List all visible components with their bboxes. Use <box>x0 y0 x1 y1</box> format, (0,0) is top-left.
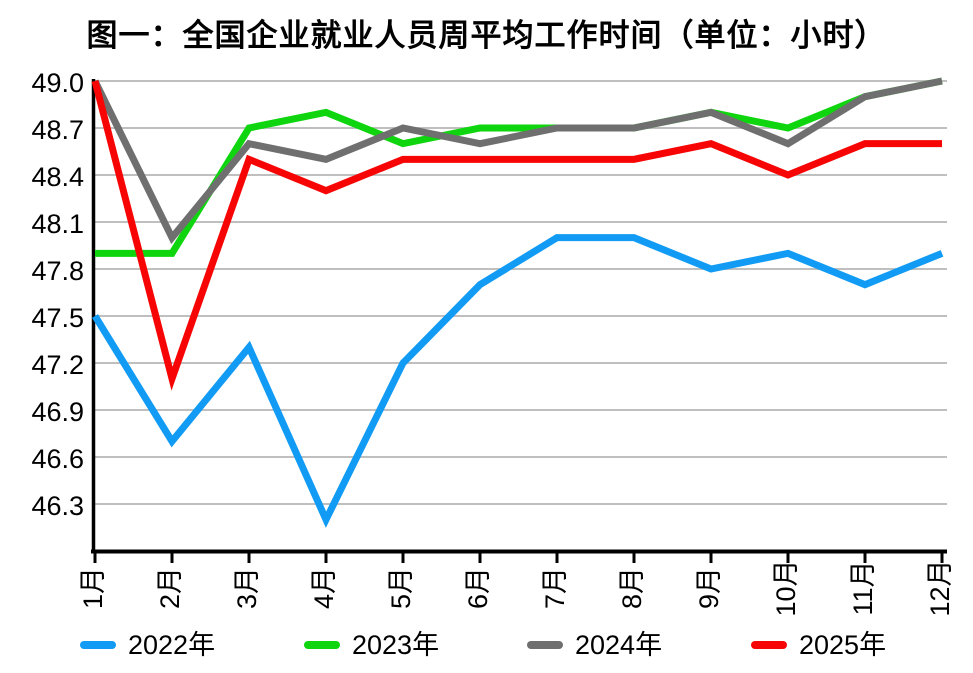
legend-marker-icon <box>304 641 340 649</box>
y-tick-label: 48.4 <box>31 162 84 192</box>
y-tick-label: 47.8 <box>31 256 84 286</box>
series-line-2024年 <box>91 77 943 245</box>
chart-title: 图一：全国企业就业人员周平均工作时间（单位：小时） <box>86 18 887 53</box>
legend-item-2025年: 2025年 <box>751 628 886 662</box>
legend-marker-icon <box>80 641 116 649</box>
legend-label: 2024年 <box>575 630 663 660</box>
y-tick-label: 46.3 <box>31 491 84 521</box>
x-tick-label: 1月 <box>78 566 108 610</box>
x-tick-label: 7月 <box>540 566 570 610</box>
legend-item-2023年: 2023年 <box>304 628 439 662</box>
y-tick-label: 48.7 <box>31 115 84 145</box>
legend-marker-icon <box>751 641 787 649</box>
x-tick-label: 5月 <box>386 566 416 610</box>
y-tick-label: 49.0 <box>31 68 84 98</box>
x-tick-label: 10月 <box>771 559 801 617</box>
x-tick-label: 6月 <box>463 566 493 610</box>
x-tick-label: 9月 <box>694 566 724 610</box>
legend-marker-icon <box>527 641 563 649</box>
y-tick-label: 47.2 <box>31 350 84 380</box>
legend-label: 2022年 <box>128 630 216 660</box>
x-tick-label: 3月 <box>232 566 262 610</box>
x-tick-label: 12月 <box>925 559 955 617</box>
legend-label: 2023年 <box>352 630 440 660</box>
y-tick-label: 47.5 <box>31 303 84 333</box>
x-tick-label: 2月 <box>155 566 185 610</box>
legend-item-2022年: 2022年 <box>80 628 215 662</box>
y-tick-label: 46.9 <box>31 397 84 427</box>
series-line-2022年 <box>92 234 944 528</box>
x-tick-label: 11月 <box>848 560 878 616</box>
legend-label: 2025年 <box>799 630 887 660</box>
x-tick-label: 8月 <box>617 566 647 610</box>
x-tick-label: 4月 <box>309 566 339 610</box>
y-tick-label: 46.6 <box>31 444 84 474</box>
series-line-2023年 <box>95 77 943 257</box>
legend-item-2024年: 2024年 <box>527 628 662 662</box>
y-tick-label: 48.1 <box>31 209 84 239</box>
series-line-2025年 <box>91 80 942 391</box>
